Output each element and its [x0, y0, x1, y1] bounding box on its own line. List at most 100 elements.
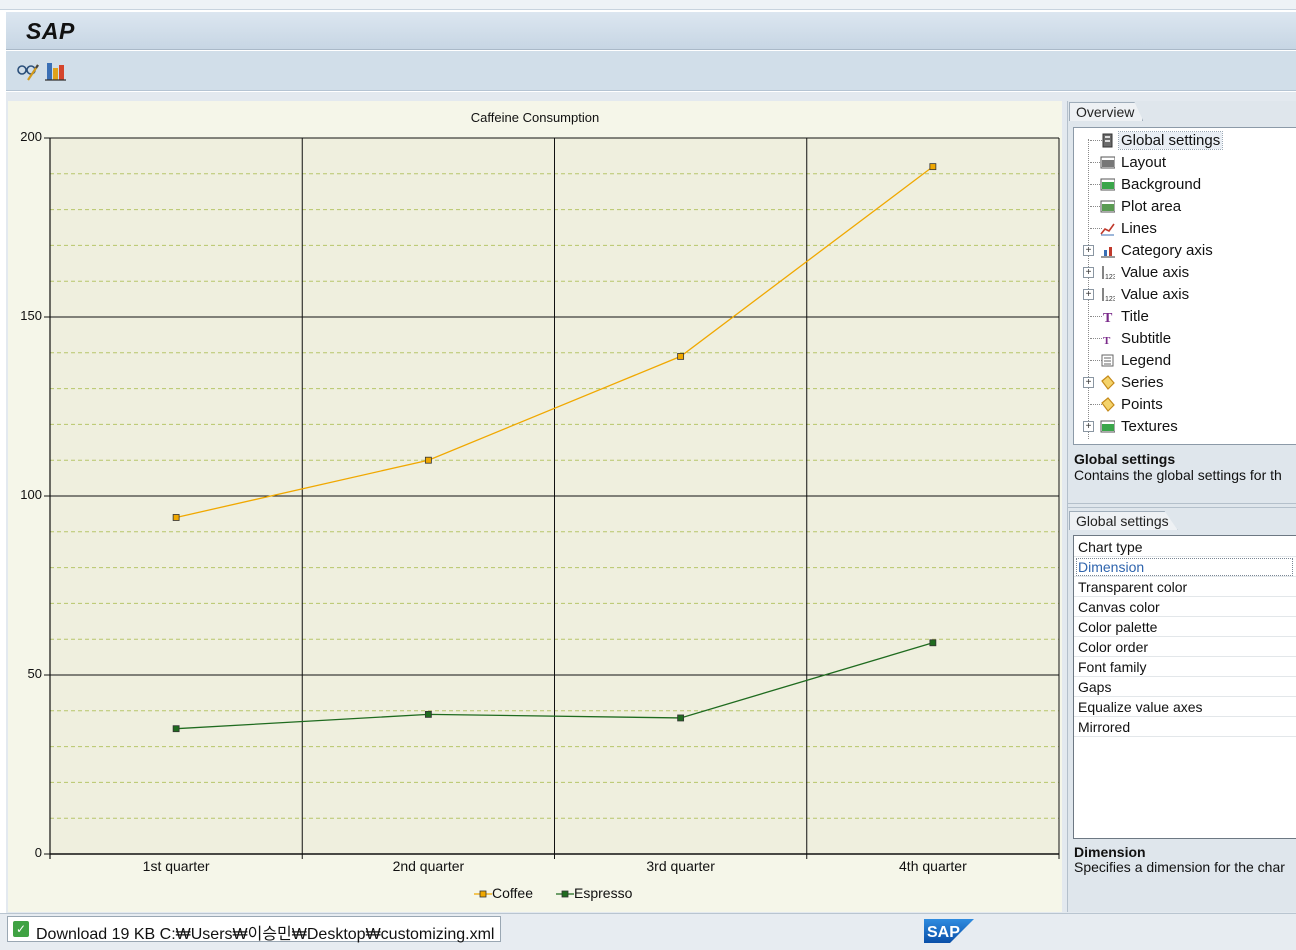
property-row-color-palette[interactable]: Color palette: [1074, 617, 1296, 637]
property-row-chart-type[interactable]: Chart type: [1074, 537, 1296, 557]
properties-list: Chart type Dimension Transparent color Canv…: [1073, 535, 1296, 839]
property-row-equalize-value-axes[interactable]: Equalize value axes: [1074, 697, 1296, 717]
tree-item-label: Textures: [1121, 418, 1178, 435]
tree-item-legend[interactable]: Legend: [1074, 350, 1296, 372]
tree-item-global-settings[interactable]: Global settings: [1074, 130, 1296, 152]
tree-connector: [1090, 162, 1102, 163]
value-axis-icon: 123: [1100, 265, 1117, 281]
legend-icon: [1100, 353, 1115, 368]
tab-global-settings[interactable]: Global settings: [1069, 511, 1178, 530]
overview-info-text: Contains the global settings for th: [1074, 467, 1282, 483]
tree-connector: [1090, 228, 1102, 229]
title-bar: SAP: [6, 12, 1296, 50]
panel-splitter[interactable]: [1068, 503, 1296, 508]
tree-item-label: Points: [1121, 396, 1163, 413]
y-tick-label: 150: [20, 308, 42, 323]
tree-item-label: Background: [1121, 176, 1202, 193]
legend-item-coffee: Coffee: [474, 885, 533, 901]
data-point-coffee: [424, 456, 432, 464]
x-tick-label: 1st quarter: [142, 858, 210, 874]
svg-text:123: 123: [1105, 274, 1115, 280]
tree-item-value-axis[interactable]: +123 Value axis: [1074, 284, 1296, 306]
data-point-coffee: [929, 163, 937, 171]
y-tick-label: 100: [20, 487, 42, 502]
tree-item-label: Value axis: [1121, 264, 1190, 281]
tree-item-label: Global settings: [1117, 131, 1224, 150]
tree-connector: [1090, 140, 1102, 141]
property-row-transparent-color[interactable]: Transparent color: [1074, 577, 1296, 597]
points-icon: [1100, 397, 1115, 412]
tree-item-label: Lines: [1121, 220, 1157, 237]
data-point-espresso: [424, 710, 432, 718]
window-top-strip: [0, 0, 1296, 10]
series-icon: [1100, 375, 1115, 390]
data-point-espresso: [929, 639, 937, 647]
tree-item-plot-area[interactable]: Plot area: [1074, 196, 1296, 218]
legend-label: Coffee: [492, 885, 533, 901]
tree-item-label: Layout: [1121, 154, 1167, 171]
expand-icon[interactable]: +: [1083, 377, 1094, 388]
category-axis-icon: [1100, 243, 1115, 258]
bar-chart-icon[interactable]: [44, 59, 68, 83]
property-row-canvas-color[interactable]: Canvas color: [1074, 597, 1296, 617]
background-icon: [1100, 177, 1116, 192]
y-tick-label: 0: [34, 845, 42, 860]
tree-item-label: Title: [1121, 308, 1149, 325]
status-message-text: Download 19 KB C:₩Users₩이승민₩Desktop₩cust…: [36, 926, 495, 943]
expand-icon[interactable]: +: [1083, 245, 1094, 256]
tree-item-label: Legend: [1121, 352, 1172, 369]
tree-item-textures[interactable]: + Textures: [1074, 416, 1296, 438]
data-point-coffee: [677, 352, 685, 360]
x-tick-label: 4th quarter: [899, 858, 967, 874]
overview-tree: Global settings Layout Background Plot area…: [1073, 127, 1296, 445]
tree-item-points[interactable]: Points: [1074, 394, 1296, 416]
y-tick-label: 200: [20, 129, 42, 144]
toolbar: [6, 51, 1296, 91]
property-row-dimension[interactable]: Dimension: [1074, 557, 1296, 577]
overview-info-title: Global settings: [1074, 451, 1176, 467]
series-line-coffee: [175, 166, 934, 519]
glasses-customize-icon[interactable]: [16, 59, 40, 83]
tree-item-layout[interactable]: Layout: [1074, 152, 1296, 174]
property-row-mirrored[interactable]: Mirrored: [1074, 717, 1296, 737]
tree-connector: [1090, 404, 1102, 405]
x-tick-label: 3rd quarter: [646, 858, 715, 874]
app-title: SAP: [26, 18, 75, 44]
tree-connector: [1090, 184, 1102, 185]
tree-connector: [1090, 360, 1102, 361]
tab-overview[interactable]: Overview: [1069, 102, 1144, 121]
data-point-espresso: [172, 725, 180, 733]
y-tick-label: 50: [27, 666, 42, 681]
status-message[interactable]: ✓ Download 19 KB C:₩Users₩이승민₩Desktop₩cu…: [7, 916, 502, 943]
svg-text:T: T: [1103, 311, 1113, 324]
tree-connector: [1090, 316, 1102, 317]
expand-icon[interactable]: +: [1083, 289, 1094, 300]
property-row-gaps[interactable]: Gaps: [1074, 677, 1296, 697]
success-check-icon: ✓: [13, 921, 29, 937]
legend-item-espresso: Espresso: [556, 885, 632, 901]
svg-text:SAP: SAP: [927, 924, 960, 941]
tree-item-label: Subtitle: [1121, 330, 1172, 347]
expand-icon[interactable]: +: [1083, 267, 1094, 278]
property-row-color-order[interactable]: Color order: [1074, 637, 1296, 657]
tree-item-background[interactable]: Background: [1074, 174, 1296, 196]
legend-label: Espresso: [574, 885, 633, 901]
series-line-espresso: [176, 642, 934, 730]
tree-connector: [1090, 206, 1102, 207]
tree-item-value-axis[interactable]: +123 Value axis: [1074, 262, 1296, 284]
tree-item-subtitle[interactable]: T Subtitle: [1074, 328, 1296, 350]
tree-item-category-axis[interactable]: + Category axis: [1074, 240, 1296, 262]
data-point-espresso: [677, 714, 685, 722]
plot-area-icon: [1100, 199, 1116, 214]
property-info-text: Specifies a dimension for the char: [1074, 859, 1285, 875]
tree-item-title[interactable]: T Title: [1074, 306, 1296, 328]
title-icon: T: [1100, 309, 1115, 326]
tree-item-series[interactable]: + Series: [1074, 372, 1296, 394]
lines-icon: [1100, 221, 1115, 236]
legend-swatch: [556, 890, 574, 898]
svg-text:T: T: [1103, 335, 1111, 346]
property-row-font-family[interactable]: Font family: [1074, 657, 1296, 677]
tree-item-label: Category axis: [1121, 242, 1213, 259]
tree-item-lines[interactable]: Lines: [1074, 218, 1296, 240]
expand-icon[interactable]: +: [1083, 421, 1094, 432]
